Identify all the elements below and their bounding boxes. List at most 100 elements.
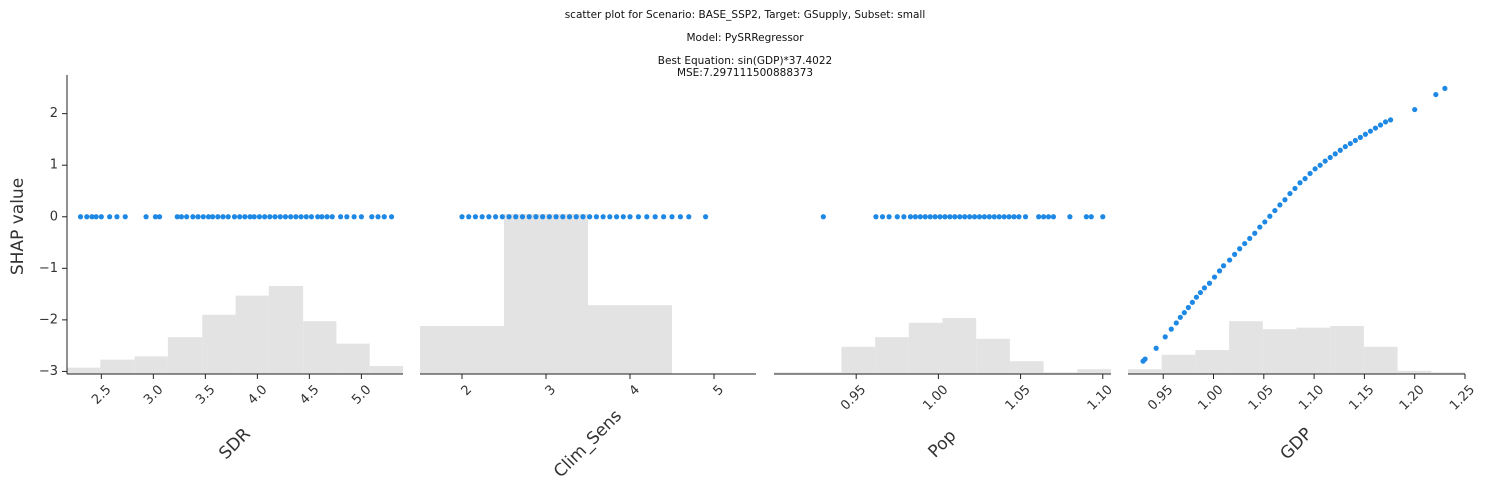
data-point [932,214,938,220]
panel-gdp: 0.95 1.00 1.05 1.10 1.15 1.20 1.25 GDP [1128,85,1478,464]
x-tick-label: 4 [627,382,643,398]
data-point [1387,117,1394,123]
histogram-bar [875,337,909,374]
y-tick-label: 2 [50,106,58,121]
data-point [1347,140,1353,147]
data-point [247,214,253,220]
data-point [506,214,512,220]
data-point [1277,202,1283,208]
data-point [1327,154,1333,161]
data-point [922,214,928,220]
data-point [190,214,196,220]
histogram-bar [1043,372,1078,374]
data-point [308,214,315,220]
data-point [369,214,375,220]
histogram-bar [1128,369,1162,374]
data-point [1252,230,1258,236]
data-point [1272,207,1278,214]
x-tick-label: 4.0 [245,382,270,407]
data-point [303,214,309,220]
data-point [1181,310,1187,316]
y-axis-label: SHAP value [8,178,28,275]
data-point [1302,176,1308,182]
data-point [1292,185,1298,192]
data-point [937,214,943,220]
y-tick-label: −2 [39,312,58,327]
chart-title: scatter plot for Scenario: BASE_SSP2, Ta… [564,9,926,21]
data-point [627,214,633,220]
histogram-bar [369,366,403,374]
data-point [1382,119,1389,125]
data-point [546,214,552,220]
data-point [635,214,642,220]
data-point [277,214,283,220]
data-point [282,214,289,220]
histogram-bar [976,338,1010,374]
data-point [981,214,988,220]
data-point [220,214,226,220]
data-point [256,214,263,220]
data-point [879,214,886,220]
data-point [533,214,539,220]
y-tick-label: 0 [50,209,58,224]
histogram-bar [807,372,842,374]
data-point [107,214,113,220]
data-point [607,214,613,220]
data-point [1332,151,1338,157]
data-point [513,214,519,220]
data-point [957,214,963,220]
histogram-bar [1330,326,1364,374]
x-tick-label: 1.10 [1085,382,1116,413]
data-point [1227,257,1233,263]
data-point [288,214,294,220]
data-point [553,214,559,220]
mse-label: MSE:7.297111500888373 [676,67,814,79]
data-point [200,214,206,220]
x-tick-label: 1.05 [1003,382,1034,413]
x-axis-label: Pop [925,426,961,462]
data-point [1162,334,1168,340]
data-point [251,214,257,220]
data-point [587,214,593,220]
data-point [1412,106,1418,113]
data-point [703,214,709,220]
data-point [493,214,499,220]
data-point [324,214,330,220]
histogram-bar [1077,369,1111,374]
data-point [1267,213,1273,219]
y-tick-label: 1 [50,158,58,173]
data-point [1442,85,1448,92]
model-label: Model: PySRRegressor [686,32,804,44]
data-point [479,214,485,220]
histogram-bar [336,343,370,374]
panel-pop: 0.95 1.00 1.05 1.10 Pop [774,214,1116,462]
data-point [1282,197,1288,203]
data-point [593,214,600,220]
histogram-bar [100,359,135,374]
histogram-bar [134,356,168,374]
data-point [1168,326,1174,332]
histogram-bar [588,305,672,374]
x-axis-label: GDP [1277,424,1317,464]
data-point [652,214,658,220]
histogram-bar [841,346,876,374]
data-point [519,214,526,220]
x-axis-label: SDR [215,424,255,464]
histogram-bar [1009,361,1044,374]
data-point [971,214,978,220]
data-point [344,214,350,220]
data-point [560,214,566,220]
histogram-bar [1161,354,1196,374]
data-point [1257,224,1263,230]
data-point [1022,214,1029,220]
data-point [459,214,465,220]
data-point [156,214,163,220]
data-point [351,214,357,220]
panel-clim-sens: 2 3 4 5 Clim_Sens [420,214,756,482]
data-point [1193,294,1200,300]
data-point [375,214,381,220]
data-point [174,214,180,220]
histogram-bar [167,337,203,374]
data-point [195,214,201,220]
histogram-bar [942,318,977,374]
